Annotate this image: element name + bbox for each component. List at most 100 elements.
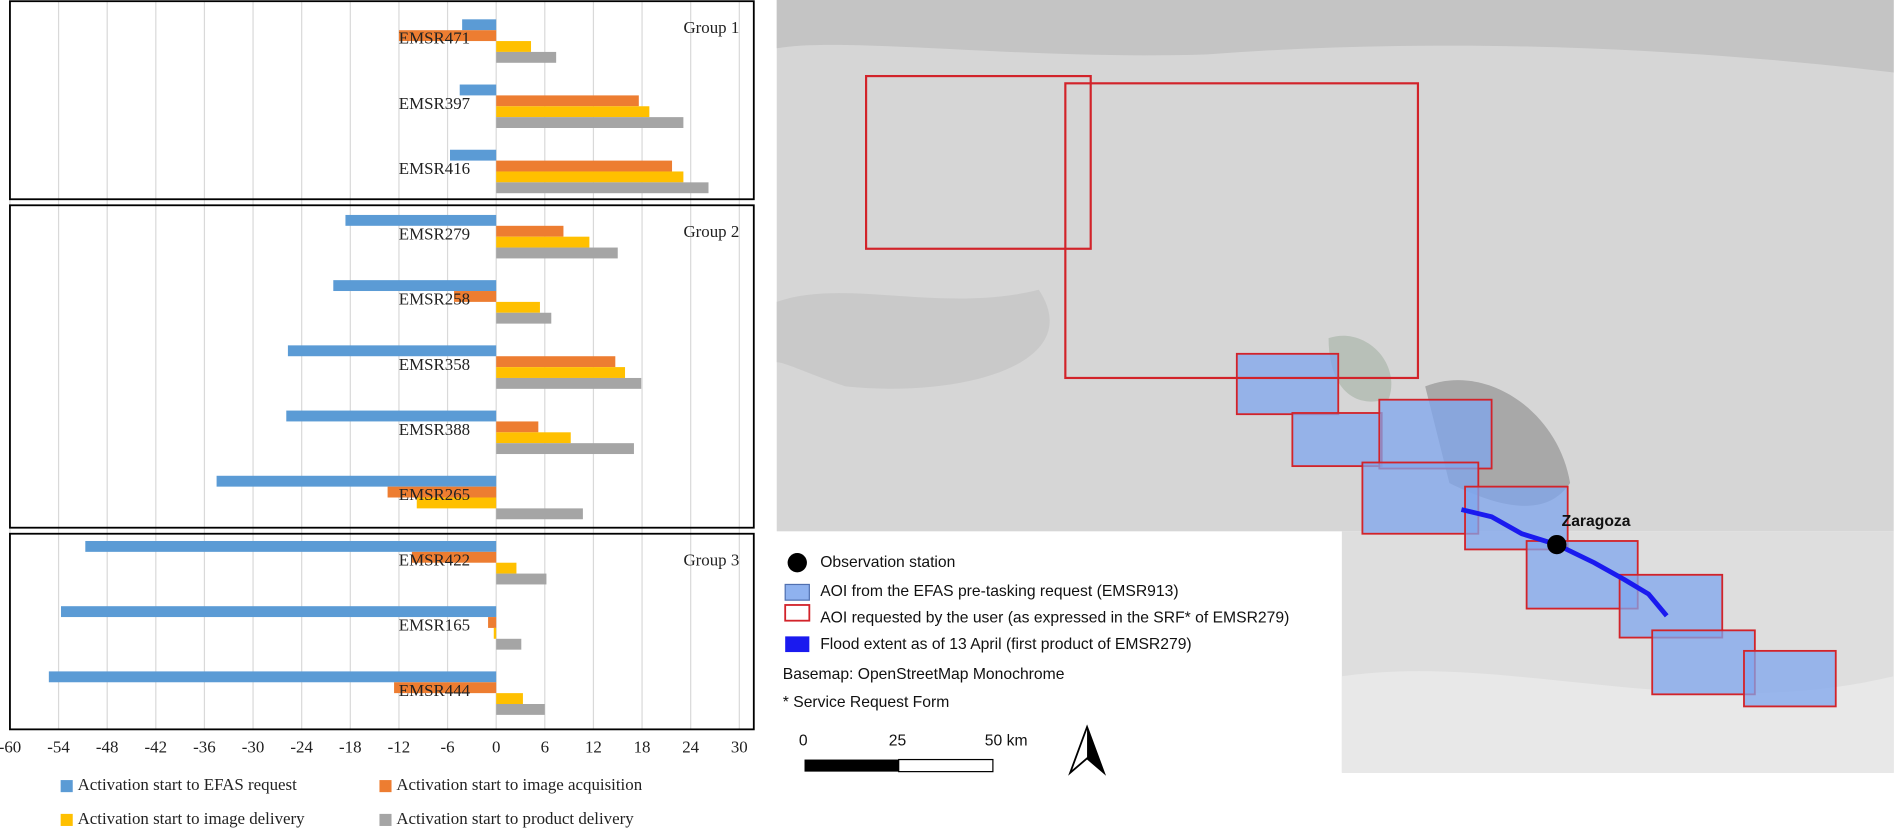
bar [345, 214, 497, 226]
bar [449, 149, 497, 161]
bar [496, 573, 547, 585]
scale-bar [804, 759, 899, 772]
legend-label: Activation start to image delivery [78, 809, 306, 828]
x-tick-label: -18 [339, 738, 362, 757]
bar [496, 106, 650, 118]
flood-extent [1460, 507, 1669, 618]
bar [48, 671, 497, 683]
x-tick-label: -42 [145, 738, 168, 757]
bar [496, 51, 557, 63]
category-label: EMSR444 [399, 681, 471, 700]
bar [459, 84, 497, 96]
x-tick-label: 30 [731, 738, 748, 757]
legend-swatch [60, 813, 73, 826]
city-label: Zaragoza [1562, 513, 1631, 530]
bar [496, 160, 673, 172]
x-tick-label: -6 [441, 738, 455, 757]
aoi-boxes [1235, 352, 1837, 708]
category-label: EMSR422 [399, 550, 470, 569]
bar [496, 171, 684, 183]
basemap-note: Basemap: OpenStreetMap Monochrome [783, 666, 1065, 683]
category-label: EMSR265 [399, 485, 470, 504]
category-label: EMSR279 [399, 224, 470, 243]
bar [60, 606, 497, 618]
bar [216, 475, 497, 487]
scale-label: 50 km [985, 733, 1028, 750]
bar [496, 236, 590, 248]
bar [496, 367, 626, 378]
bar [496, 41, 532, 52]
bar [496, 301, 540, 313]
bar [493, 627, 497, 639]
legend-label: Flood extent as of 13 April (first produ… [820, 636, 1191, 653]
legend-swatch [60, 780, 73, 793]
bar [333, 280, 497, 292]
panel-title: Group 3 [683, 550, 739, 569]
bar [488, 617, 497, 628]
scale-bar [898, 758, 994, 773]
bar [496, 225, 564, 237]
legend-symbol [787, 553, 807, 573]
terrain [1328, 335, 1392, 402]
bar [496, 704, 545, 715]
station [1547, 534, 1567, 555]
terrain [776, 289, 1050, 389]
x-tick-label: 18 [634, 738, 651, 757]
bar [496, 638, 522, 650]
bar [411, 551, 497, 563]
aoi-user [1064, 82, 1420, 380]
x-tick-label: -30 [242, 738, 265, 757]
footnote: * Service Request Form [783, 694, 950, 711]
x-tick-label: 24 [682, 738, 699, 757]
panel-title: Group 1 [683, 18, 739, 37]
bar [496, 356, 616, 368]
legend-symbol [784, 604, 811, 622]
panel-frame [9, 0, 755, 201]
bar-chart: -60 -54 -48 -42 -36 -30 -24 -18 -12 -6 0 6 12 18 24 30G… [0, 0, 755, 828]
legend-symbol [784, 583, 810, 601]
category-label: EMSR471 [399, 29, 470, 48]
panel-frame [9, 532, 755, 731]
bar [496, 508, 583, 520]
aoi-user [865, 74, 1092, 250]
x-tick-label: -48 [96, 738, 119, 757]
x-tick-label: -24 [290, 738, 313, 757]
bar [496, 247, 618, 259]
bar [394, 682, 497, 694]
map: Zaragoza Observation station AOI from th… [776, 0, 1894, 776]
bar [496, 312, 552, 324]
scale-label: 0 [799, 733, 808, 750]
bar [496, 421, 539, 433]
terrain [776, 0, 1894, 73]
bar [387, 486, 497, 498]
bar [496, 95, 639, 107]
legend-label: Activation start to image acquisition [396, 775, 642, 794]
north-arrow [1087, 726, 1104, 773]
bar [462, 19, 497, 31]
x-tick-label: 12 [585, 738, 602, 757]
x-tick-label: 6 [541, 738, 549, 757]
legend-label: AOI from the EFAS pre-tasking request (E… [820, 583, 1178, 600]
category-label: EMSR397 [399, 94, 470, 113]
bar [287, 345, 497, 357]
category-label: EMSR165 [399, 616, 470, 635]
x-tick-label: 0 [492, 738, 500, 757]
bar [496, 182, 709, 194]
bar [416, 497, 497, 509]
bar [496, 562, 517, 574]
bar [454, 291, 497, 302]
legend-label: AOI requested by the user (as expressed … [820, 609, 1289, 626]
legend-swatch [379, 813, 392, 826]
panel-title: Group 2 [683, 222, 739, 241]
legend-label: Activation start to EFAS request [78, 775, 298, 794]
category-label: EMSR358 [399, 355, 470, 374]
bar [496, 432, 571, 444]
category-label: EMSR258 [399, 290, 470, 309]
bar [286, 410, 497, 422]
bar [85, 540, 497, 552]
legend-symbol [785, 636, 810, 653]
bar [398, 30, 497, 42]
bar [496, 693, 523, 704]
category-label: EMSR388 [399, 420, 470, 439]
